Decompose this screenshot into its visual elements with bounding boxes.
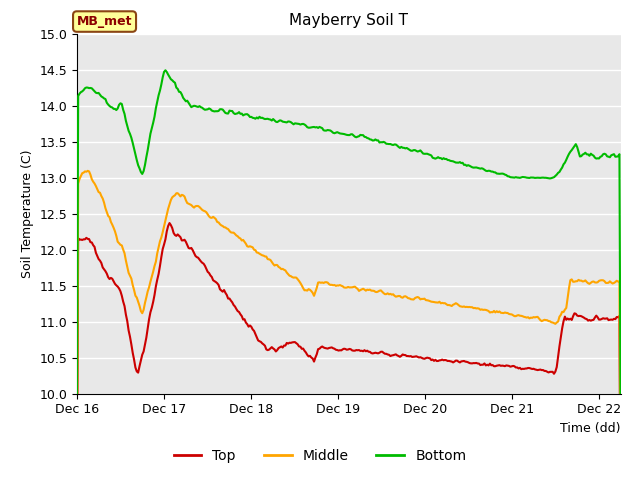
Text: MB_met: MB_met bbox=[77, 15, 132, 28]
Legend: Top, Middle, Bottom: Top, Middle, Bottom bbox=[168, 443, 472, 468]
Y-axis label: Soil Temperature (C): Soil Temperature (C) bbox=[20, 149, 34, 278]
Text: Time (dd): Time (dd) bbox=[560, 422, 621, 435]
Title: Mayberry Soil T: Mayberry Soil T bbox=[289, 13, 408, 28]
